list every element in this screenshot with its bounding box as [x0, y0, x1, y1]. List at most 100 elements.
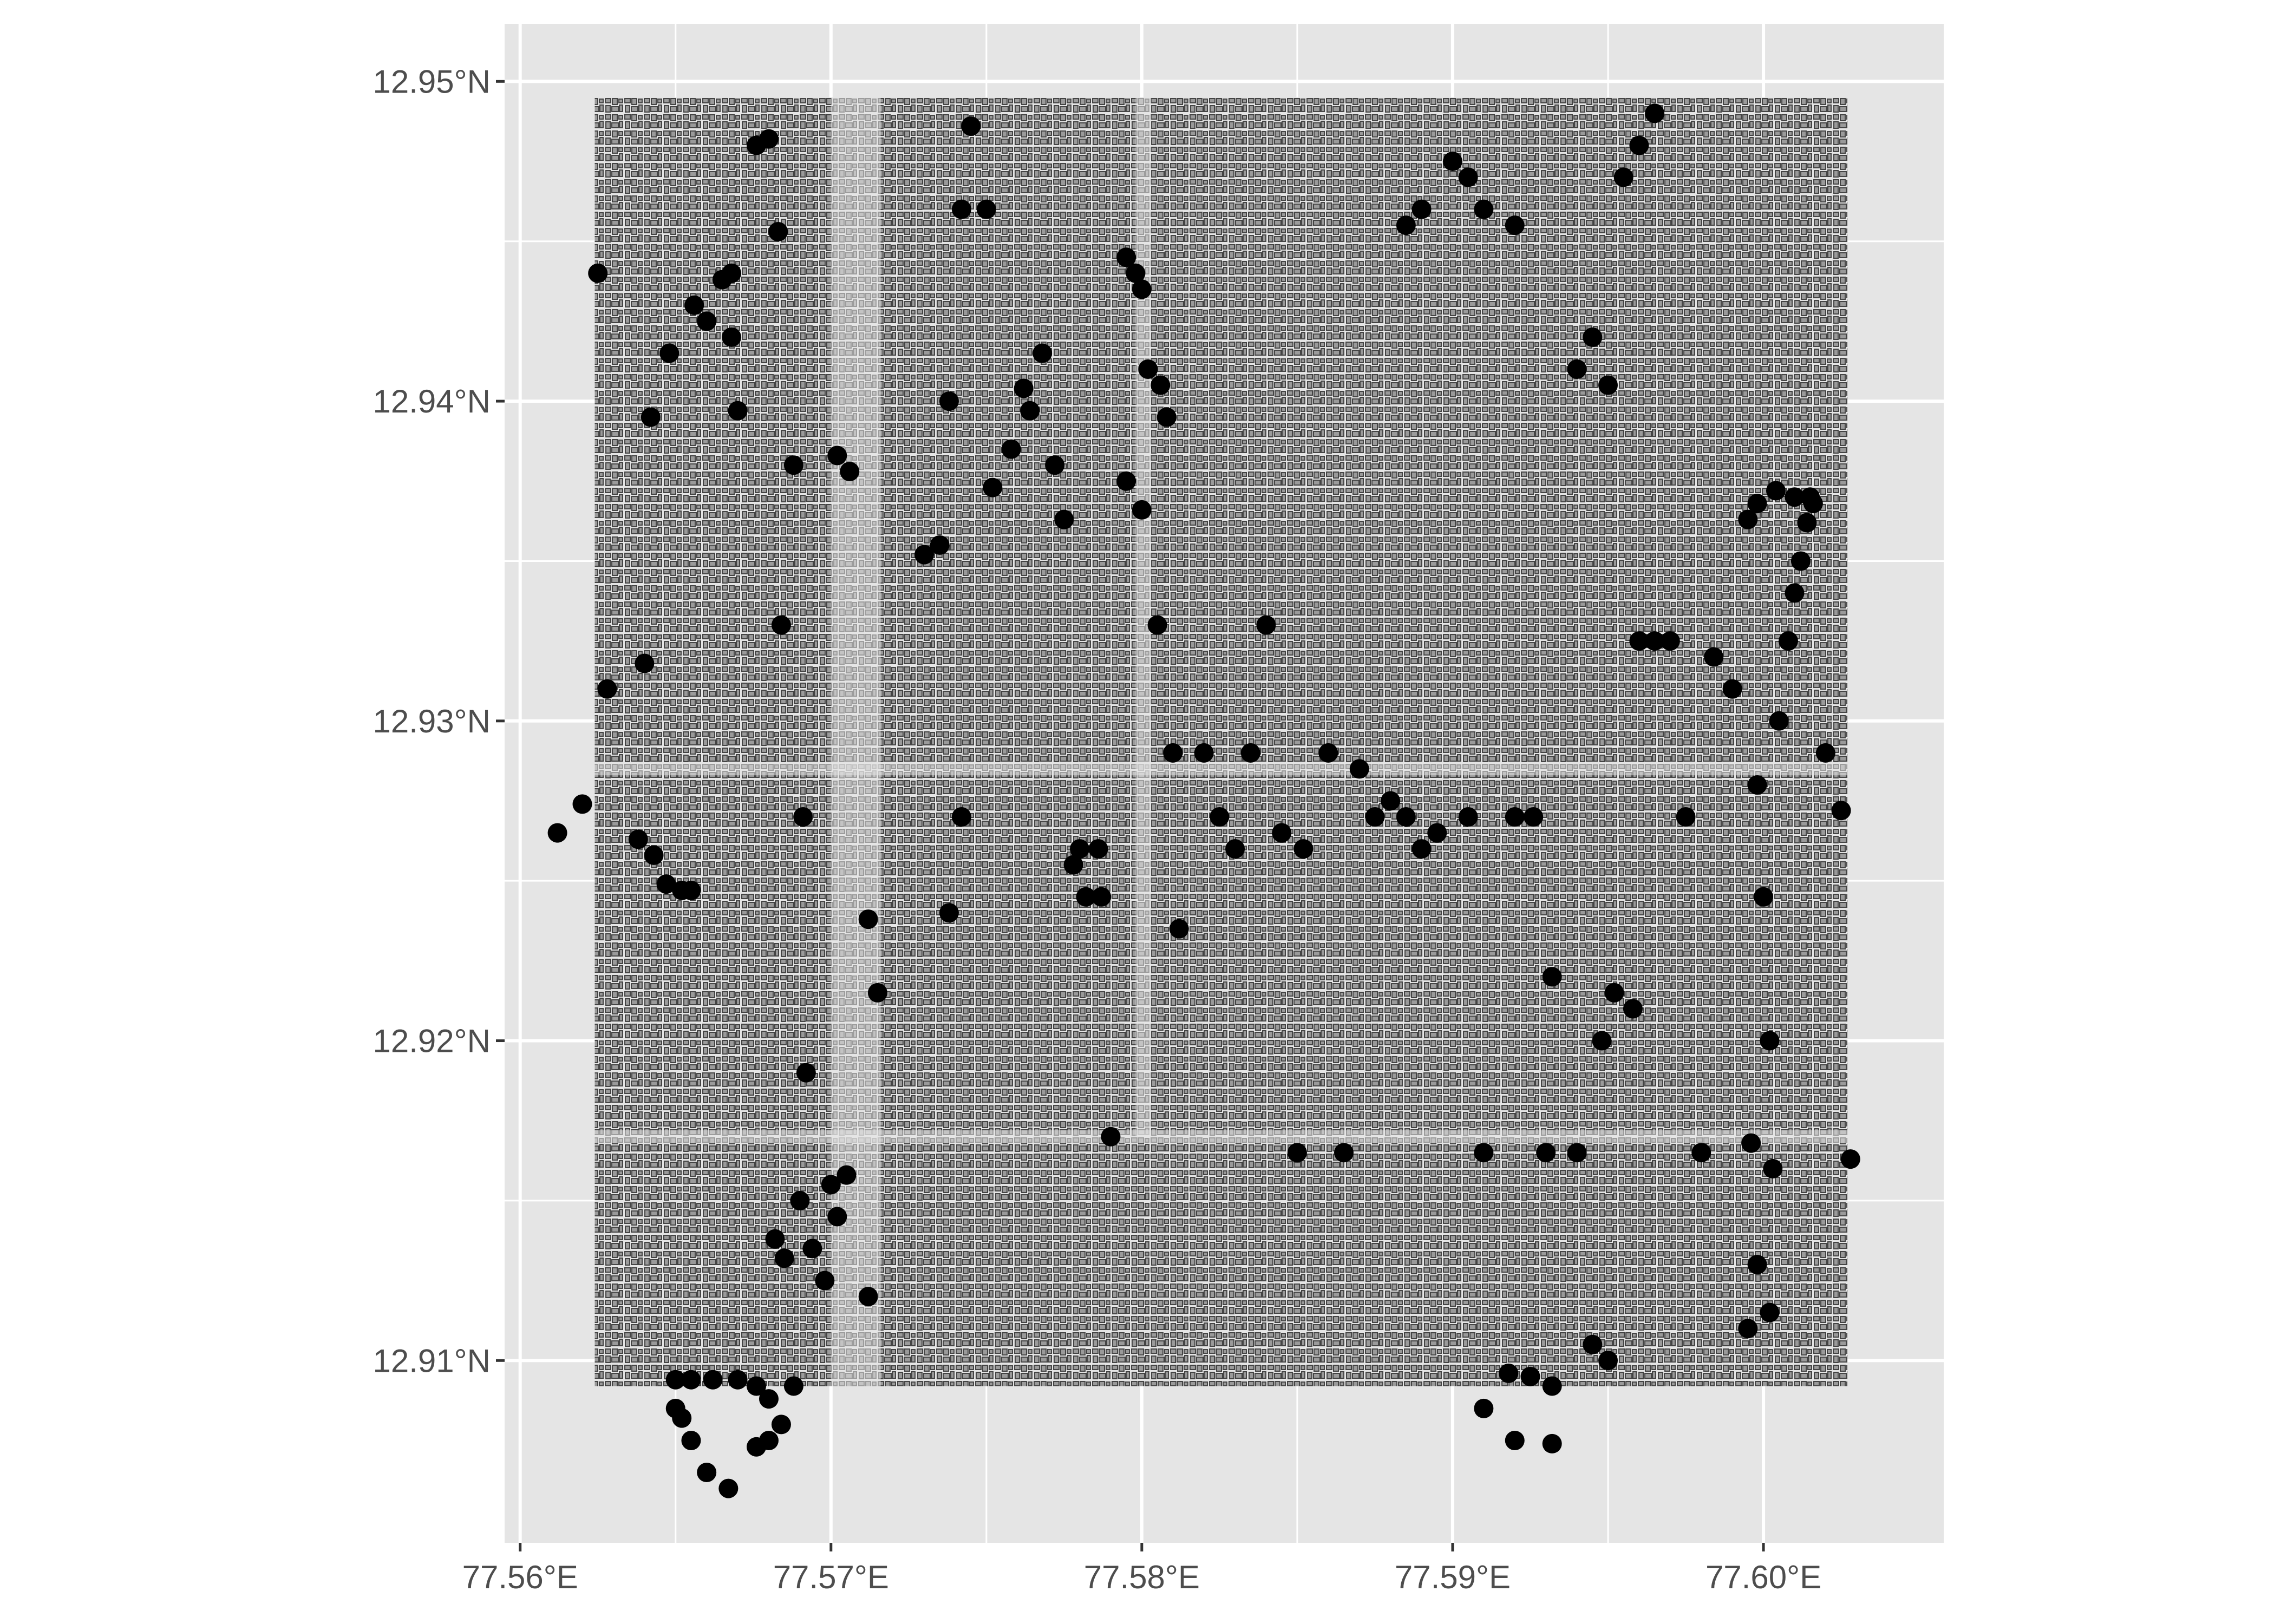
data-point [939, 391, 959, 411]
x-tick-label: 77.58°E [1084, 1559, 1200, 1595]
data-point [1785, 583, 1805, 603]
data-point [759, 1389, 779, 1409]
data-point [1194, 743, 1214, 763]
data-point [1583, 1334, 1603, 1354]
data-point [1704, 647, 1724, 667]
data-point [659, 343, 679, 363]
data-point [1499, 1363, 1519, 1383]
data-point [1116, 471, 1136, 491]
data-point [1132, 279, 1152, 299]
data-point [703, 1370, 723, 1390]
data-point [697, 1463, 717, 1483]
data-point [722, 327, 742, 347]
data-point [628, 829, 648, 849]
data-point [1474, 1143, 1494, 1163]
x-tick-label: 77.57°E [773, 1559, 889, 1595]
data-point [1151, 375, 1171, 395]
data-point [914, 545, 935, 565]
building-footprints [594, 97, 1848, 1386]
data-point [1763, 1158, 1783, 1178]
data-point [1520, 1366, 1540, 1386]
y-tick-label: 12.94°N [373, 383, 491, 420]
data-point [1797, 513, 1817, 533]
data-point [547, 823, 567, 843]
data-point [684, 295, 704, 315]
data-point [1747, 1255, 1767, 1275]
data-point [1287, 1143, 1307, 1163]
data-point [1645, 631, 1665, 651]
points-layer [547, 103, 1860, 1498]
data-point [1542, 1433, 1562, 1453]
data-point [1349, 759, 1369, 779]
data-point [1001, 439, 1021, 459]
data-point [1604, 983, 1624, 1003]
data-point [1458, 807, 1478, 827]
data-point [1092, 887, 1112, 907]
data-point [1138, 359, 1158, 379]
data-point [641, 407, 661, 427]
x-tick-label: 77.56°E [462, 1559, 578, 1595]
road-gap [594, 762, 1848, 776]
data-point [840, 462, 860, 482]
data-point [1629, 631, 1649, 651]
data-point [1760, 1031, 1780, 1051]
data-point [1524, 807, 1544, 827]
data-point [644, 845, 664, 865]
data-point [1045, 455, 1065, 475]
data-point [951, 807, 971, 827]
x-tick-label: 77.60°E [1706, 1559, 1821, 1595]
data-point [1334, 1143, 1354, 1163]
data-point [1132, 500, 1152, 520]
data-point [1536, 1143, 1556, 1163]
data-point [681, 1430, 701, 1450]
data-point [1427, 823, 1447, 843]
data-point [1076, 887, 1096, 907]
data-point [1474, 199, 1494, 219]
data-point [747, 1437, 767, 1457]
data-point [1210, 807, 1230, 827]
data-point [1169, 919, 1189, 939]
data-point [1256, 615, 1276, 635]
data-point [1766, 481, 1786, 501]
data-point [774, 1248, 794, 1268]
data-point [1738, 509, 1758, 529]
y-tick-label: 12.95°N [373, 63, 491, 100]
road-gap [594, 1130, 1848, 1143]
data-point [983, 477, 1003, 497]
data-point [1101, 1127, 1121, 1147]
data-point [1598, 375, 1618, 395]
data-point [771, 615, 791, 635]
data-point [1412, 199, 1432, 219]
data-point [759, 129, 779, 149]
data-point [821, 1175, 841, 1195]
road-gap [831, 97, 881, 1386]
data-point [722, 263, 742, 283]
data-point [1054, 509, 1074, 529]
data-point [747, 1376, 767, 1396]
data-point [858, 1287, 878, 1307]
data-point [1240, 743, 1260, 763]
data-point [1396, 215, 1416, 235]
data-point [572, 794, 592, 814]
data-point [665, 1370, 685, 1390]
data-point [1676, 807, 1696, 827]
data-point [656, 874, 676, 894]
data-point [1442, 152, 1462, 172]
data-point [1014, 378, 1034, 398]
data-point [976, 199, 996, 219]
data-point [718, 1478, 739, 1498]
data-point [867, 983, 887, 1003]
data-point [837, 1165, 857, 1185]
data-point [1412, 839, 1432, 859]
data-point [1365, 807, 1385, 827]
data-point [1840, 1149, 1860, 1169]
data-point [961, 116, 981, 136]
data-point [1613, 167, 1633, 187]
data-point [1381, 791, 1401, 811]
data-point [768, 221, 788, 241]
data-point [1803, 494, 1823, 514]
data-point [1458, 167, 1478, 187]
data-point [858, 909, 878, 929]
data-point [1272, 823, 1292, 843]
data-point [665, 1398, 685, 1418]
